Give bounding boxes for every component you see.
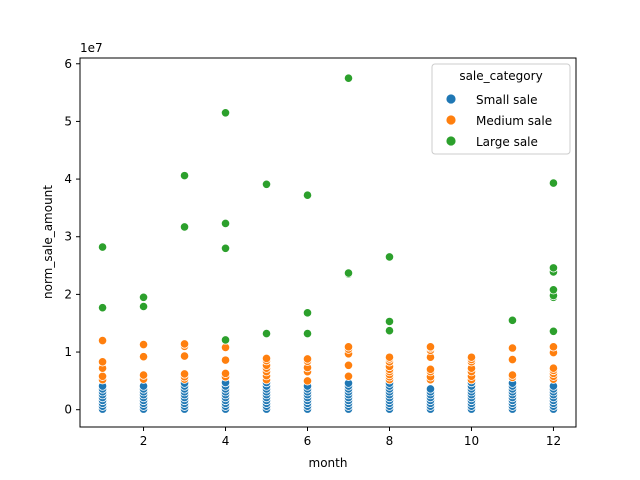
large-sale-point (343, 268, 354, 278)
legend-marker (445, 135, 457, 147)
legend-marker (445, 114, 457, 126)
medium-sale-point (507, 370, 518, 380)
x-tick-label: 10 (464, 434, 479, 448)
large-sale-point (384, 326, 395, 336)
medium-sale-point (97, 357, 108, 367)
medium-sale-point (343, 342, 354, 352)
medium-sale-point (179, 369, 190, 379)
legend-label: Medium sale (476, 114, 552, 128)
large-sale-point (220, 108, 231, 118)
large-sale-point (548, 326, 559, 336)
large-sale-point (302, 308, 313, 318)
x-tick-label: 2 (140, 434, 148, 448)
medium-sale-point (179, 339, 190, 349)
small-sale-point (425, 384, 436, 394)
medium-sale-point (179, 351, 190, 361)
large-sale-point (220, 243, 231, 253)
medium-sale-point (466, 352, 477, 362)
medium-sale-point (343, 360, 354, 370)
data-points (97, 73, 559, 414)
legend-box (431, 63, 571, 155)
x-tick-label: 8 (386, 434, 394, 448)
y-tick-label: 4 (64, 172, 72, 186)
medium-sale-point (220, 368, 231, 378)
x-axis-title: month (309, 456, 348, 470)
large-sale-point (548, 285, 559, 295)
y-tick-label: 3 (64, 230, 72, 244)
y-tick-label: 2 (64, 287, 72, 301)
medium-sale-point (425, 364, 436, 374)
y-tick-label: 0 (64, 403, 72, 417)
y-tick-label: 5 (64, 114, 72, 128)
x-axis: 2 4 6 8 10 12 (140, 427, 561, 448)
large-sale-point (179, 222, 190, 232)
large-sale-point (548, 178, 559, 188)
y-offset-label: 1e7 (80, 41, 103, 55)
large-sale-point (261, 328, 272, 339)
large-sale-point (138, 301, 149, 312)
large-sale-point (507, 315, 518, 325)
large-sale-point (384, 252, 395, 262)
medium-sale-point (261, 353, 272, 363)
large-sale-point (302, 328, 313, 339)
x-tick-label: 4 (222, 434, 230, 448)
y-tick-label: 1 (64, 345, 72, 359)
large-sale-point (97, 242, 108, 252)
large-sale-point (179, 171, 190, 181)
large-sale-point (261, 179, 272, 189)
medium-sale-point (384, 352, 395, 362)
medium-sale-point (138, 370, 149, 380)
large-sale-point (220, 218, 231, 229)
large-sale-point (548, 263, 559, 273)
legend-label: Large sale (476, 135, 538, 149)
medium-sale-point (138, 339, 149, 350)
large-sale-point (343, 73, 354, 83)
y-axis-title: norm_sale_amount (41, 185, 55, 299)
medium-sale-point (302, 354, 313, 364)
medium-sale-point (97, 371, 108, 381)
medium-sale-point (425, 342, 436, 352)
medium-sale-point (507, 354, 518, 365)
large-sale-point (302, 190, 313, 200)
medium-sale-point (138, 352, 149, 362)
medium-sale-point (548, 363, 559, 373)
medium-sale-point (97, 335, 108, 346)
x-tick-label: 6 (304, 434, 312, 448)
legend-title: sale_category (459, 69, 542, 83)
large-sale-point (384, 316, 395, 327)
legend: sale_category Small sale Medium sale Large… (431, 63, 571, 155)
medium-sale-point (343, 371, 354, 381)
legend-label: Small sale (476, 93, 537, 107)
medium-sale-point (220, 355, 231, 365)
y-axis: 0 1 2 3 4 5 6 (64, 57, 80, 417)
medium-sale-point (507, 343, 518, 353)
large-sale-point (138, 292, 149, 302)
large-sale-point (220, 335, 231, 345)
medium-sale-point (302, 376, 313, 386)
plot-frame (79, 57, 577, 428)
y-tick-label: 6 (64, 57, 72, 71)
x-tick-label: 12 (546, 434, 561, 448)
large-sale-point (97, 303, 108, 313)
legend-marker (445, 93, 457, 105)
medium-sale-point (548, 342, 559, 352)
